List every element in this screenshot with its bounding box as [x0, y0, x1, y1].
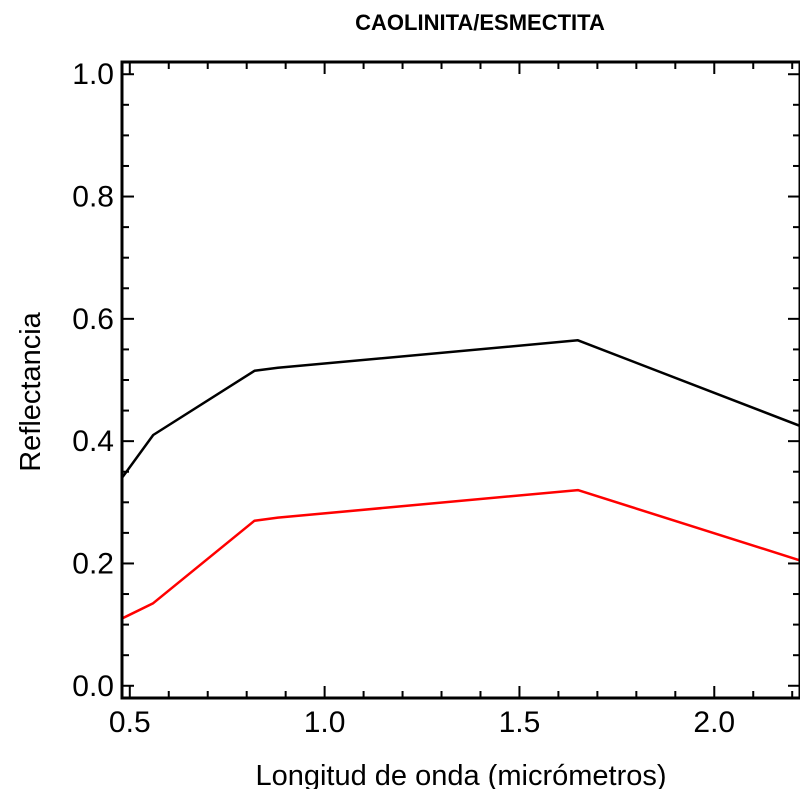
- series-line-1: [120, 339, 800, 479]
- x-axis-label: Longitud de onda (micrómetros): [255, 760, 666, 789]
- x-tick-label: 0.5: [109, 706, 151, 739]
- plot-frame: [120, 60, 800, 700]
- y-axis: 0.0 0.2 0.4 0.6 0.8 1.0: [72, 58, 800, 703]
- y-tick-label: 0.2: [72, 547, 114, 580]
- x-axis: 0.5 1.0 1.5 2.0: [109, 62, 794, 739]
- series-layer: [120, 339, 800, 620]
- x-tick-label: 1.5: [499, 706, 541, 739]
- y-tick-label: 0.0: [72, 670, 114, 703]
- y-tick-label: 1.0: [72, 58, 114, 91]
- series-line-2: [121, 488, 800, 620]
- y-tick-label: 0.8: [72, 181, 114, 214]
- y-tick-label: 0.6: [72, 303, 114, 336]
- chart-title: CAOLINITA/ESMECTITA: [355, 10, 605, 35]
- y-axis-label: Reflectancia: [15, 311, 47, 471]
- y-tick-label: 0.4: [72, 425, 114, 458]
- x-tick-label: 2.0: [693, 706, 735, 739]
- x-tick-label: 1.0: [304, 706, 346, 739]
